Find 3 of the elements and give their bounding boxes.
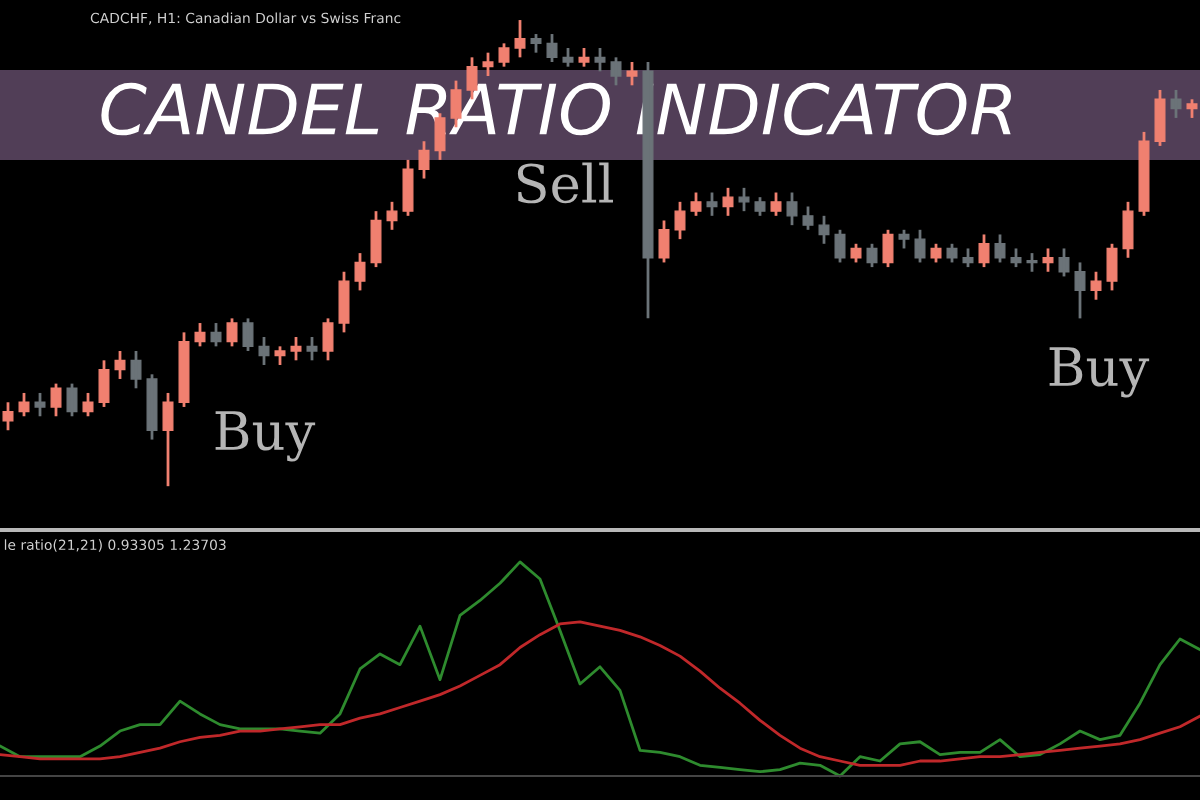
annotation: Sell	[517, 162, 613, 204]
annotation: Buy	[215, 411, 316, 462]
annotation: Buy	[1049, 347, 1150, 398]
